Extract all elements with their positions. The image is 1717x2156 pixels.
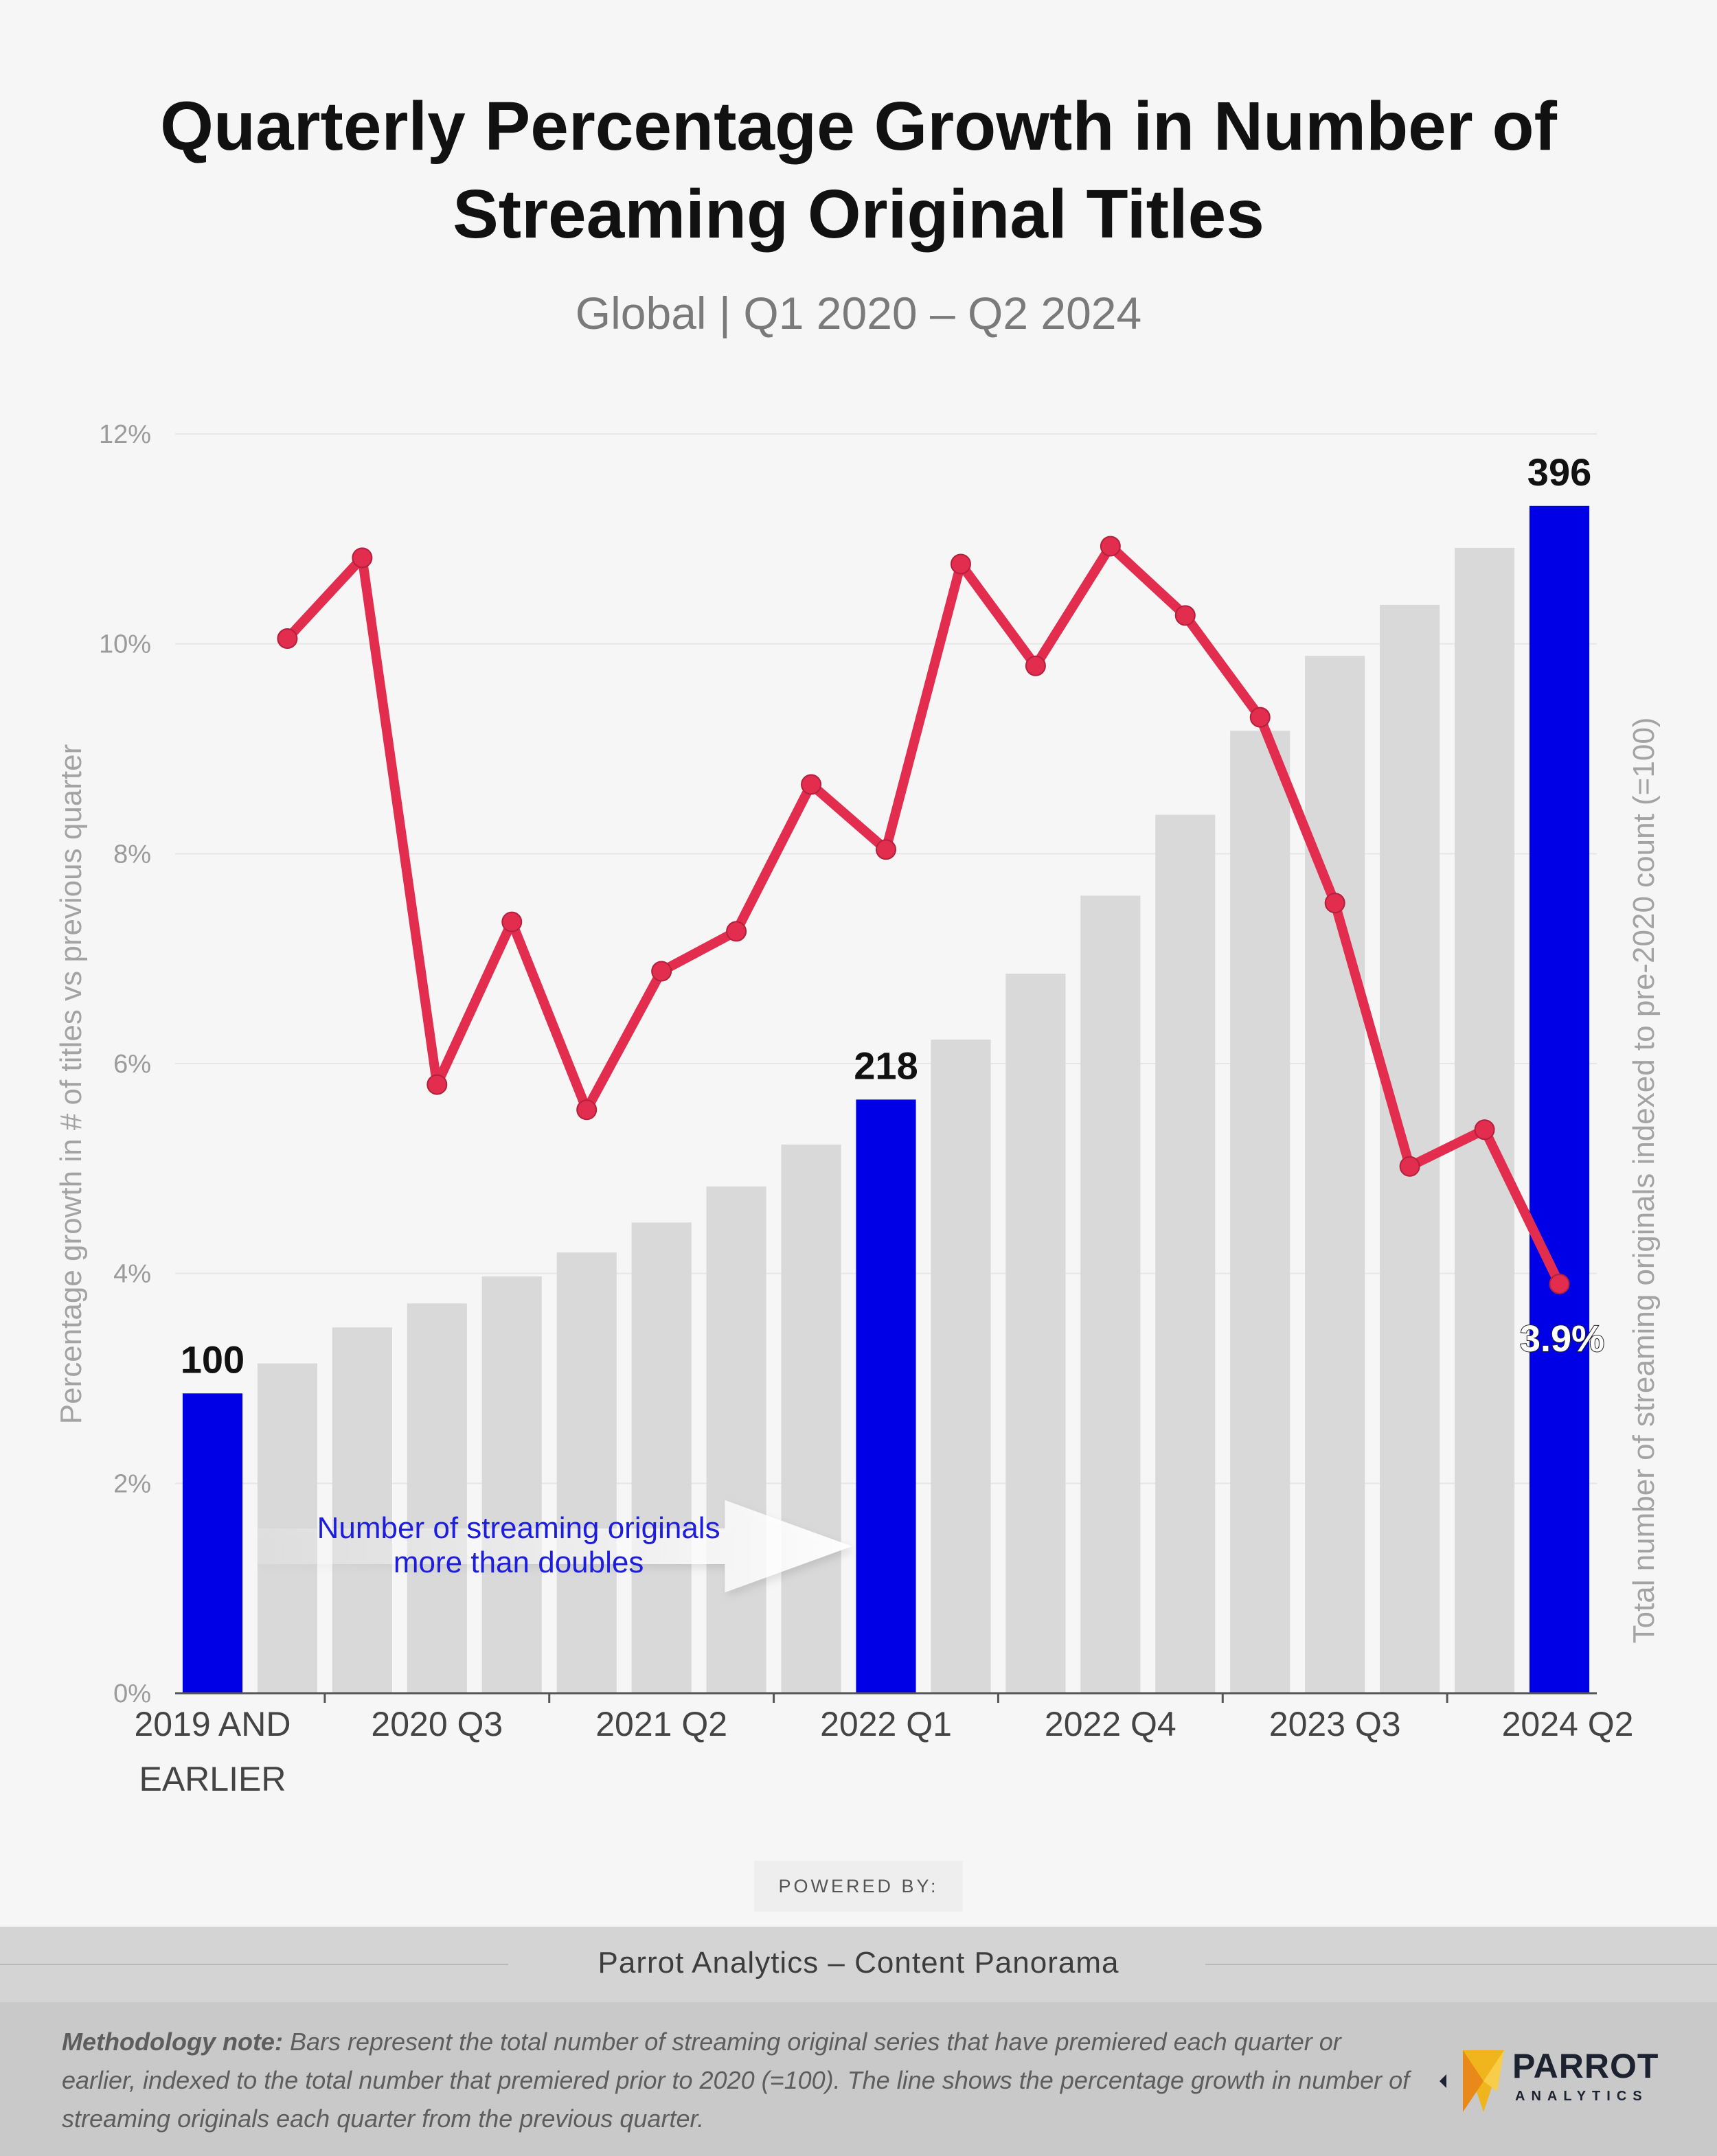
logo-name: PARROT: [1512, 2047, 1659, 2085]
labels: 0% 2% 4% 6% 8% 10% 12% 100 218 396 2019 AND EARLIER…: [54, 420, 1661, 1798]
growth-line-point: [950, 553, 971, 575]
bar: [556, 1252, 617, 1693]
growth-line-point: [1474, 1119, 1495, 1140]
bar: [257, 1363, 317, 1693]
growth-line: [277, 536, 1570, 1294]
logo-sub: ANALYTICS: [1515, 2089, 1648, 2104]
source-divider-left: [0, 1964, 508, 1965]
y-tick-label: 2%: [113, 1469, 151, 1498]
methodology-note: Methodology note: Bars represent the tot…: [62, 2023, 1415, 2138]
y-tick-label: 12%: [99, 420, 151, 449]
x-tick-label: 2020 Q3: [371, 1705, 503, 1743]
chart-title-text: Quarterly Percentage Growth in Number of…: [160, 88, 1557, 253]
parrot-logo-icon: [1440, 2050, 1504, 2112]
growth-line-point: [1399, 1156, 1420, 1177]
highlight-bar: [182, 1393, 243, 1693]
chart-title: Quarterly Percentage Growth in Number of…: [0, 82, 1717, 258]
highlight-bar: [1529, 505, 1590, 1693]
bar-value-label: 218: [854, 1044, 918, 1087]
growth-line-path: [282, 541, 1565, 1289]
x-tick-label: 2022 Q4: [1045, 1705, 1176, 1743]
y-right-axis-title: Total number of streaming originals inde…: [1627, 718, 1661, 1644]
growth-line-point: [726, 921, 747, 942]
x-tick-label: 2024 Q2: [1502, 1705, 1634, 1743]
bar: [1305, 656, 1365, 1694]
y-tick-label: 8%: [113, 840, 151, 869]
growth-end-label: 3.9%: [1520, 1318, 1604, 1360]
annotation-text: Number of streaming originals: [317, 1511, 720, 1545]
y-tick-label: 10%: [99, 630, 151, 659]
bar-value-label: 100: [181, 1338, 245, 1381]
growth-line-point: [427, 1074, 448, 1095]
growth-line-point: [651, 961, 672, 982]
growth-line-point: [1100, 536, 1121, 557]
growth-line-point: [801, 774, 822, 795]
bar: [1080, 895, 1141, 1693]
x-tick-label: 2021 Q2: [595, 1705, 727, 1743]
growth-line-point: [576, 1099, 598, 1121]
source-band: Parrot Analytics – Content Panorama: [0, 1927, 1717, 2002]
highlight-bar: [856, 1099, 916, 1693]
bar: [1155, 814, 1216, 1693]
annotation-text: more than doubles: [394, 1546, 644, 1579]
growth-line-point: [501, 911, 523, 932]
bar: [1005, 974, 1066, 1693]
growth-line-point: [1549, 1273, 1570, 1294]
growth-line-point: [1324, 893, 1345, 914]
y-tick-label: 0%: [113, 1679, 151, 1708]
bar: [706, 1186, 766, 1693]
source-divider-right: [1205, 1964, 1717, 1965]
bar: [931, 1040, 991, 1693]
x-tick-label: 2023 Q3: [1269, 1705, 1401, 1743]
growth-line-point: [1174, 605, 1196, 626]
bar-value-label: 396: [1527, 450, 1591, 494]
bars: [182, 505, 1590, 1694]
annotation-arrow-shape: [257, 1500, 852, 1593]
x-tick-label: EARLIER: [139, 1760, 286, 1798]
y-tick-label: 4%: [113, 1260, 151, 1289]
y-left-axis-title: Percentage growth in # of titles vs prev…: [54, 744, 88, 1425]
bar: [631, 1222, 692, 1693]
source-text: Parrot Analytics – Content Panorama: [598, 1946, 1119, 1980]
growth-line-point: [1249, 707, 1271, 728]
parrot-logo: PARROT ANALYTICS: [1435, 2043, 1662, 2119]
y-tick-label: 6%: [113, 1050, 151, 1079]
methodology-text: Bars represent the total number of strea…: [62, 2028, 1410, 2133]
methodology-band: Methodology note: Bars represent the tot…: [0, 2002, 1717, 2156]
bar: [332, 1327, 392, 1693]
growth-line-point: [1025, 655, 1046, 676]
chart-subtitle: Global | Q1 2020 – Q2 2024: [575, 288, 1142, 339]
axes: [175, 1692, 1597, 1703]
bar: [407, 1303, 467, 1693]
methodology-label: Methodology note:: [62, 2028, 283, 2056]
x-tick-label: 2022 Q1: [820, 1705, 952, 1743]
bar: [481, 1276, 542, 1693]
bar: [781, 1144, 841, 1693]
x-tick-label: 2019 AND: [135, 1705, 291, 1743]
growth-line-point: [277, 628, 298, 650]
powered-by: POWERED BY:: [754, 1861, 963, 1912]
growth-line-point: [352, 547, 373, 569]
growth-line-point: [876, 839, 896, 860]
bar: [1230, 731, 1290, 1693]
